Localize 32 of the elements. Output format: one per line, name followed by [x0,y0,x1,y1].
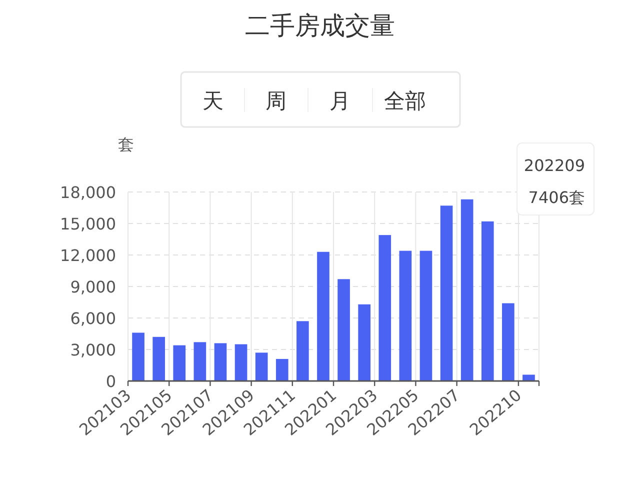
y-axis-title: 套 [118,135,134,154]
bar [194,342,206,381]
y-tick-label: 18,000 [60,183,116,202]
tooltip: 202209 7406套 [516,142,594,216]
bar [173,345,186,381]
bar [440,206,453,381]
annotation: 7406套 [528,188,585,207]
chart-title: 二手房成交量 [245,11,395,40]
y-tick-label: 15,000 [60,214,116,234]
y-tick-label: 3,000 [70,340,116,360]
bar [214,343,227,381]
bar [317,252,330,381]
bar [132,332,144,381]
bar [481,221,494,381]
bar [460,199,474,381]
bar [399,250,412,381]
y-tick-label: 9,000 [70,278,116,296]
y-tick-label: 12,000 [60,246,116,265]
y-tick-label: 6,000 [70,309,116,328]
bar [296,321,309,381]
bar [502,303,514,381]
bar [234,344,248,381]
bar [276,358,288,381]
tabs: 天 周 月 全部 [180,71,461,128]
bar [378,235,392,381]
bar [522,374,535,381]
bar [255,352,268,381]
bar [358,304,370,381]
y-tick-label: 0 [106,372,116,391]
bar [338,279,350,381]
bar [152,336,165,381]
bar [420,250,432,381]
